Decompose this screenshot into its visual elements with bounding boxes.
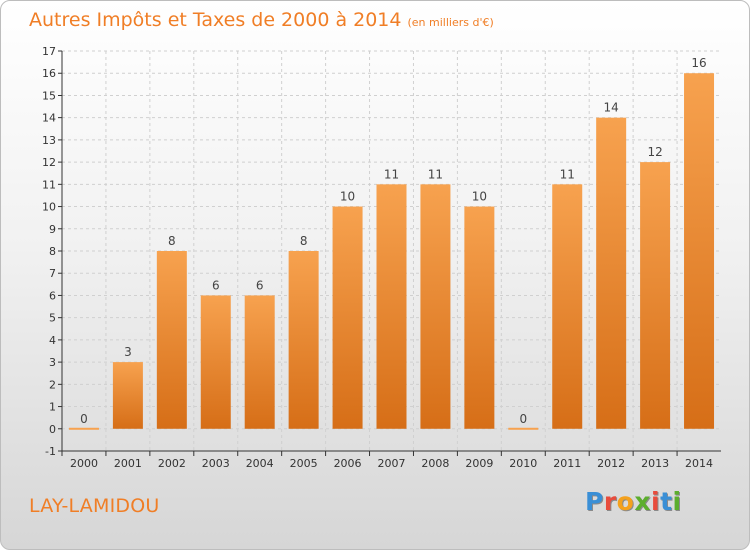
bar-value-label: 10: [340, 190, 355, 204]
y-tick-label: -1: [45, 445, 56, 458]
x-tick-label: 2006: [334, 457, 362, 470]
bar-value-label: 11: [560, 167, 575, 181]
chart-title-text: Autres Impôts et Taxes de 2000 à 2014: [29, 9, 402, 31]
y-tick-label: 14: [42, 112, 56, 125]
x-tick-label: 2009: [465, 457, 493, 470]
bar: [156, 251, 187, 429]
bar-value-label: 8: [300, 234, 308, 248]
x-tick-label: 2003: [202, 457, 230, 470]
bar-value-label: 10: [472, 190, 487, 204]
bar-value-label: 12: [647, 145, 662, 159]
x-tick-label: 2005: [290, 457, 318, 470]
y-tick-label: 15: [42, 89, 56, 102]
bar: [332, 206, 363, 429]
x-tick-label: 2011: [553, 457, 581, 470]
y-tick-label: 0: [49, 423, 56, 436]
labels: -101234567891011121314151617020003200182…: [42, 45, 713, 470]
x-tick-label: 2002: [158, 457, 186, 470]
y-tick-label: 12: [42, 156, 56, 169]
y-tick-label: 6: [49, 289, 56, 302]
x-tick-label: 2010: [509, 457, 537, 470]
x-tick-label: 2008: [421, 457, 449, 470]
commune-name: LAY-LAMIDOU: [29, 495, 160, 517]
y-tick-label: 2: [49, 378, 56, 391]
proxiti-logo: Proxiti: [585, 487, 682, 516]
y-tick-label: 1: [49, 401, 56, 414]
x-tick-label: 2004: [246, 457, 274, 470]
bar: [200, 295, 231, 429]
y-tick-label: 9: [49, 223, 56, 236]
logo-letter: x: [634, 487, 651, 516]
bar: [508, 427, 539, 430]
logo-letter: i: [651, 487, 661, 516]
bar: [68, 427, 99, 430]
x-tick-label: 2012: [597, 457, 625, 470]
bar-value-label: 0: [80, 412, 88, 426]
y-tick-label: 11: [42, 178, 56, 191]
logo-letter: r: [603, 487, 617, 516]
bars: [68, 73, 715, 430]
y-tick-label: 13: [42, 134, 56, 147]
bar: [288, 251, 319, 429]
bar-value-label: 6: [212, 278, 220, 292]
y-tick-label: 8: [49, 245, 56, 258]
bar: [684, 73, 715, 429]
y-tick-label: 3: [49, 356, 56, 369]
bar: [244, 295, 275, 429]
y-tick-label: 5: [49, 312, 56, 325]
logo-letter: t: [660, 487, 673, 516]
y-tick-label: 7: [49, 267, 56, 280]
bar-value-label: 11: [384, 167, 399, 181]
bar-value-label: 8: [168, 234, 176, 248]
bar: [376, 184, 407, 429]
bar: [112, 362, 143, 429]
bar: [464, 206, 495, 429]
bar-value-label: 3: [124, 345, 132, 359]
x-tick-label: 2001: [114, 457, 142, 470]
logo-letter: i: [672, 487, 682, 516]
bar-value-label: 6: [256, 278, 264, 292]
x-tick-label: 2000: [70, 457, 98, 470]
bar: [420, 184, 451, 429]
chart-title: Autres Impôts et Taxes de 2000 à 2014 (en…: [29, 9, 494, 31]
bar-value-label: 11: [428, 167, 443, 181]
y-tick-label: 17: [42, 45, 56, 58]
bar: [596, 117, 627, 429]
bar: [552, 184, 583, 429]
bar-value-label: 14: [604, 101, 619, 115]
x-tick-label: 2007: [378, 457, 406, 470]
logo-letter: o: [616, 487, 635, 516]
bar: [640, 162, 671, 429]
chart-unit: (en milliers d'€): [407, 16, 494, 29]
axes: [58, 50, 721, 456]
x-tick-label: 2013: [641, 457, 669, 470]
y-tick-label: 10: [42, 201, 56, 214]
y-tick-label: 4: [49, 334, 56, 347]
bar-value-label: 16: [691, 56, 706, 70]
x-tick-label: 2014: [685, 457, 713, 470]
bar-value-label: 0: [519, 412, 527, 426]
y-tick-label: 16: [42, 67, 56, 80]
logo-letter: P: [585, 487, 604, 516]
